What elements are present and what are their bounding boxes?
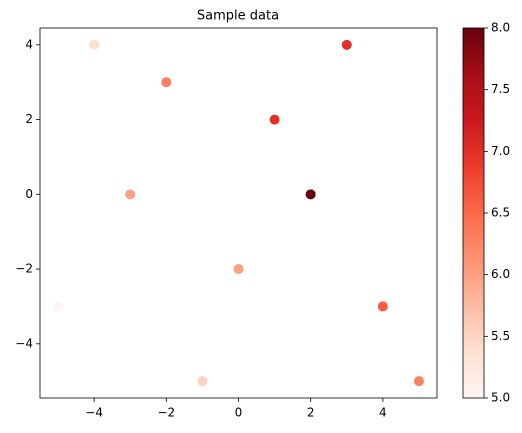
- x-tick-label: 0: [235, 406, 243, 420]
- x-tick-label: 4: [379, 406, 387, 420]
- point: [305, 189, 316, 200]
- x-tick-label: −4: [85, 406, 103, 420]
- point: [233, 264, 244, 275]
- y-tick-label: 2: [25, 112, 33, 126]
- point: [89, 39, 100, 50]
- point: [197, 376, 208, 387]
- colorbar-tick-label: 7.0: [491, 144, 510, 158]
- colorbar: [462, 27, 485, 399]
- colorbar-tick-label: 7.5: [491, 82, 510, 96]
- point: [161, 77, 172, 88]
- point: [341, 39, 352, 50]
- y-tick-label: −2: [15, 262, 33, 276]
- point: [413, 376, 424, 387]
- point: [125, 189, 136, 200]
- point: [53, 301, 64, 312]
- colorbar-tick-label: 6.5: [491, 206, 510, 220]
- colorbar-tick-label: 6.0: [491, 267, 510, 281]
- y-tick-label: 4: [25, 37, 33, 51]
- colorbar-tick-label: 8.0: [491, 21, 510, 35]
- x-tick-label: 2: [307, 406, 315, 420]
- point: [269, 114, 280, 125]
- y-tick-label: −4: [15, 336, 33, 350]
- x-tick-label: −2: [157, 406, 175, 420]
- chart-title: Sample data: [197, 9, 279, 24]
- colorbar-tick-label: 5.5: [491, 329, 510, 343]
- plot-frame: [39, 27, 438, 399]
- point: [377, 301, 388, 312]
- colorbar-tick-label: 5.0: [491, 391, 510, 405]
- y-tick-label: 0: [25, 187, 33, 201]
